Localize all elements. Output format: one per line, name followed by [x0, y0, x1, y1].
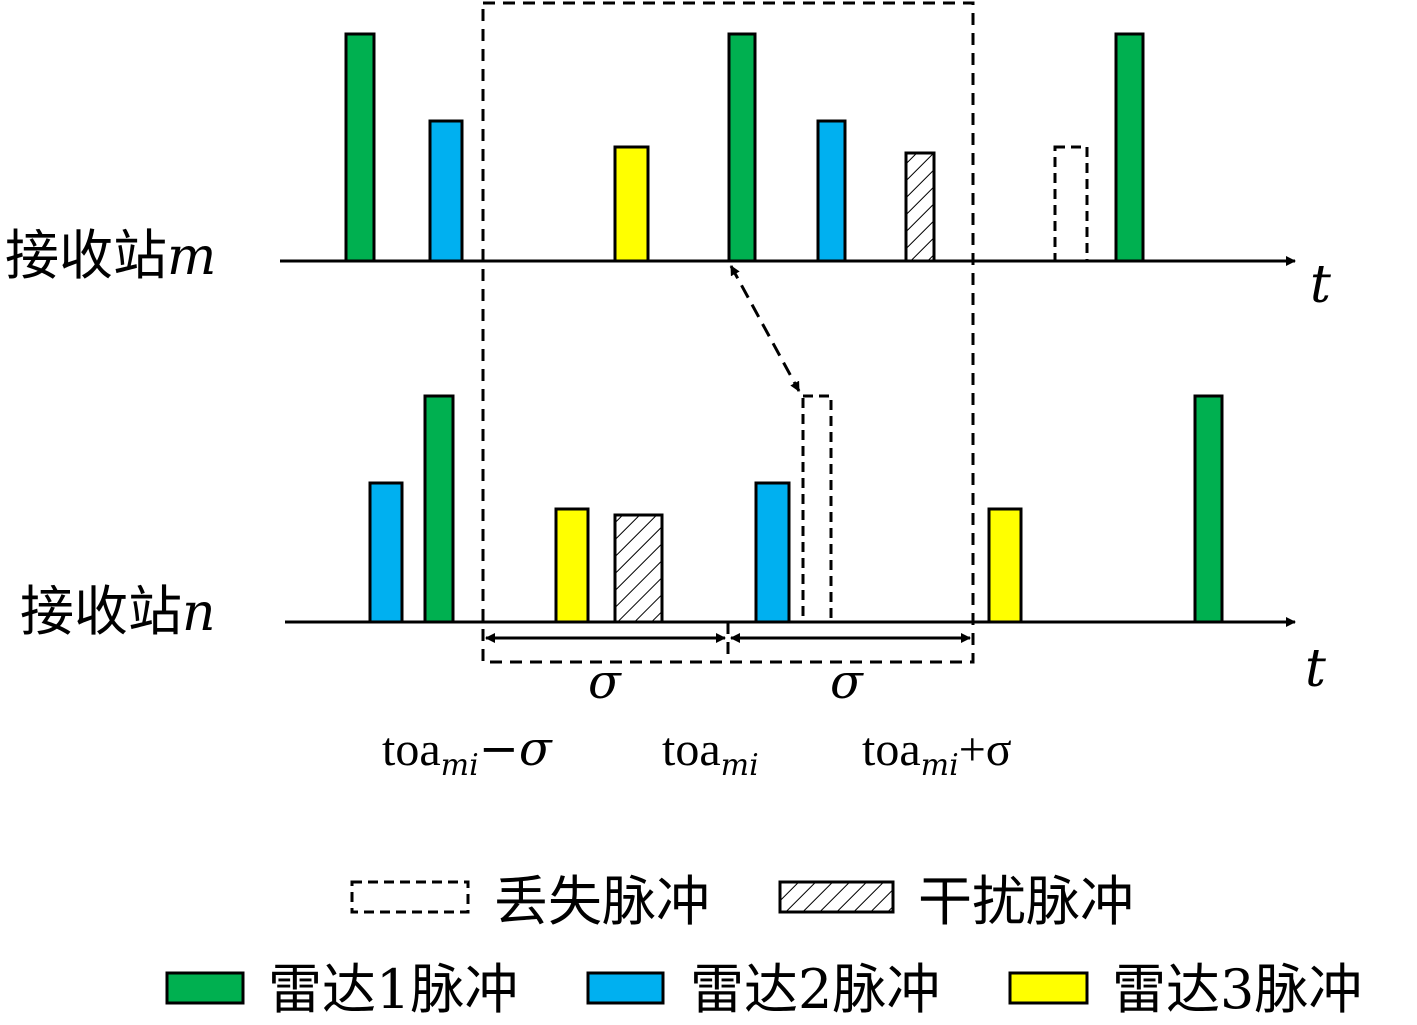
radar2-pulse	[368, 481, 404, 624]
toa-center-label: toami	[662, 723, 759, 783]
interference-pulse	[613, 513, 664, 624]
toa-plus-sigma-label: toami+σ	[862, 723, 1012, 783]
legend-lost-swatch	[350, 880, 470, 914]
station-n-label: 接收站n	[20, 580, 216, 643]
legend-radar1-label: 雷达1脉冲	[268, 958, 518, 1021]
time-window	[481, 1, 975, 664]
radar3-pulse	[987, 507, 1023, 624]
legend-radar3-swatch	[1008, 971, 1089, 1005]
legend-radar1-swatch	[165, 971, 245, 1005]
interference-pulse	[904, 151, 936, 263]
legend-lost-label: 丢失脉冲	[494, 870, 710, 933]
radar3-pulse	[554, 507, 590, 624]
station-m-axis-label: t	[1310, 255, 1331, 315]
lost-pulse	[801, 394, 833, 624]
lost-pulse	[1053, 145, 1089, 263]
station-n-axis-label: t	[1305, 639, 1326, 699]
radar1-pulse	[1114, 32, 1145, 263]
radar2-pulse	[428, 119, 464, 263]
legend-interference-label: 干扰脉冲	[918, 870, 1134, 933]
correspondence-arrow	[729, 265, 801, 392]
legend-radar2-swatch	[586, 971, 665, 1005]
legend-radar3-label: 雷达3脉冲	[1112, 958, 1362, 1021]
radar1-pulse	[423, 394, 455, 624]
radar1-pulse	[344, 32, 376, 263]
toa-minus-sigma-label: toami−σ	[382, 721, 553, 783]
sigma-left-label: σ	[588, 654, 622, 710]
sigma-right-label: σ	[830, 654, 864, 710]
radar1-pulse	[727, 32, 757, 263]
legend: 丢失脉冲 干扰脉冲 雷达1脉冲 雷达2脉冲 雷达3脉冲	[165, 870, 1362, 1021]
radar1-pulse	[1193, 394, 1224, 624]
station-n-pulses	[368, 394, 1224, 624]
legend-interference-swatch	[778, 880, 895, 914]
radar3-pulse	[613, 145, 650, 263]
radar2-pulse	[816, 119, 847, 263]
station-m-label: 接收站m	[5, 224, 216, 287]
legend-radar2-label: 雷达2脉冲	[690, 958, 940, 1021]
radar2-pulse	[754, 481, 791, 624]
station-m-pulses	[344, 32, 1145, 263]
